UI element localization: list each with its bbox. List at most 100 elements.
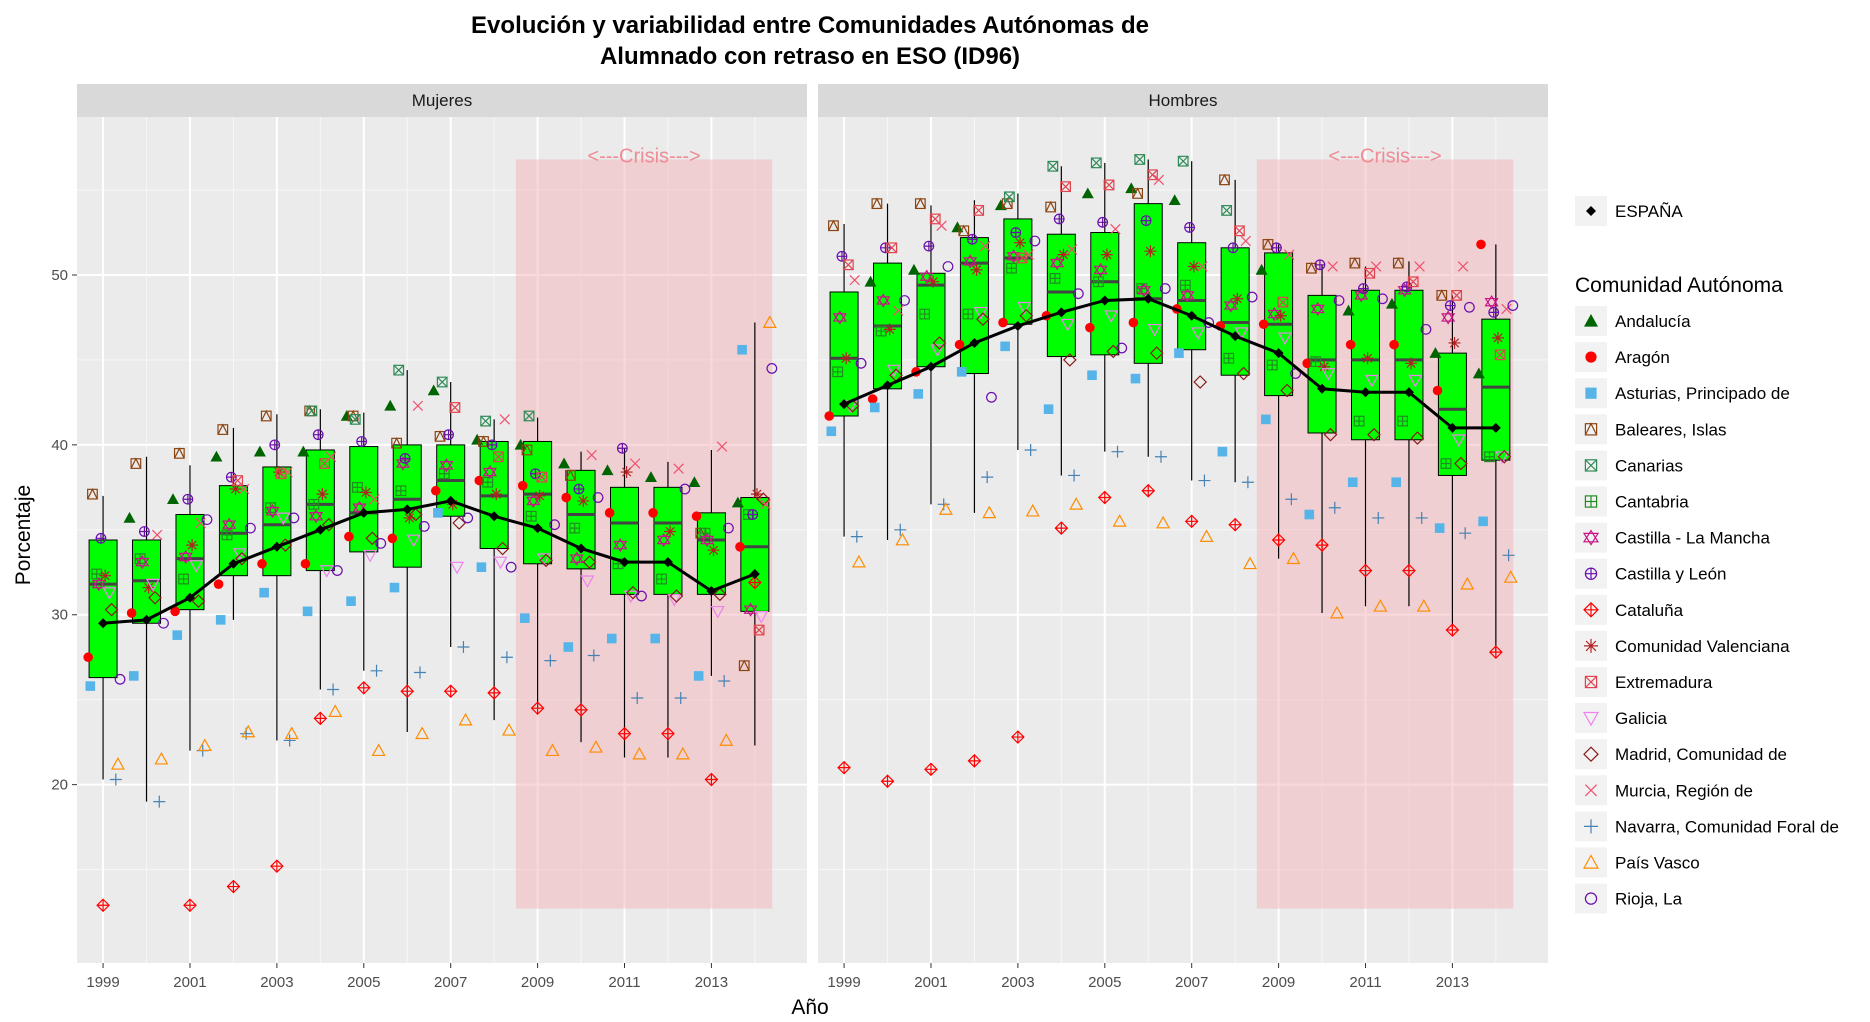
point-asturias-principado-de-2014: [737, 344, 747, 355]
point-asturias-principado-de-2009: [1261, 414, 1271, 425]
point-navarra-comunidad-foral-de-2006: [1154, 450, 1167, 463]
point-extremadura-2013: [1451, 289, 1463, 301]
point-comunidad-valenciana-2001: [186, 539, 199, 552]
point-pa-s-vasco-2000: [154, 751, 169, 765]
point-castilla-la-mancha-2002: [222, 517, 237, 532]
point-andaluc-a-2005: [1081, 187, 1094, 199]
box-2004: [1046, 166, 1076, 476]
point-pa-s-vasco-2001: [197, 738, 212, 751]
point-murcia-regi-n-de-2012: [673, 463, 684, 474]
point-catalu-a-2007: [443, 684, 458, 699]
point-arag-n-1999: [83, 652, 93, 663]
point-castilla-y-le-n-2001: [182, 493, 194, 505]
legend-label: Aragón: [1615, 348, 1670, 367]
legend-item: Comunidad Valenciana: [1575, 630, 1790, 661]
point-asturias-principado-de-2011: [606, 633, 617, 644]
point-catalu-a-1999: [837, 760, 851, 775]
point-canarias-2009: [523, 410, 535, 422]
x-tick-label: 2003: [260, 974, 293, 991]
point-castilla-y-le-n-2014: [747, 509, 759, 520]
crisis-band: [1256, 159, 1514, 909]
spain-point-2013: [706, 585, 717, 596]
point-cantabria-1999: [832, 366, 844, 378]
point-catalu-a-2009: [530, 701, 545, 716]
point-murcia-regi-n-de-2000: [892, 305, 904, 316]
point-andaluc-a-2004: [297, 445, 310, 457]
point-asturias-principado-de-2000: [869, 402, 880, 413]
point-castilla-la-mancha-2004: [309, 509, 324, 524]
point-castilla-y-le-n-2005: [356, 436, 368, 447]
point-murcia-regi-n-de-2006: [1153, 174, 1165, 186]
point-rioja-la-2014: [1507, 300, 1519, 311]
spain-point-2009: [532, 523, 543, 534]
point-comunidad-valenciana-2000: [883, 323, 896, 336]
spain-line: [843, 297, 1496, 430]
legend-item: Galicia: [1575, 703, 1668, 734]
point-castilla-y-le-n-2010: [573, 483, 585, 495]
spain-point-2000: [882, 380, 893, 391]
point-andaluc-a-2013: [688, 476, 701, 488]
spain-point-2002: [228, 558, 239, 569]
point-pa-s-vasco-1999: [851, 554, 866, 568]
point-rioja-la-2010: [1333, 295, 1345, 306]
spain-point-2004: [1056, 307, 1067, 318]
point-catalu-a-2011: [1358, 563, 1373, 578]
point-murcia-regi-n-de-2009: [1283, 249, 1295, 260]
point-castilla-la-mancha-2014: [1484, 295, 1499, 310]
point-arag-n-2013: [691, 511, 702, 522]
point-castilla-y-le-n-2011: [1357, 283, 1369, 294]
legend-item: Castilla y León: [1575, 558, 1727, 589]
box-2013: [696, 449, 726, 676]
point-murcia-regi-n-de-2000: [151, 529, 163, 541]
y-tick-label: 30: [51, 607, 68, 624]
point-pa-s-vasco-2003: [1025, 503, 1040, 517]
point-castilla-la-mancha-2011: [1354, 288, 1369, 303]
point-cantabria-2008: [1223, 352, 1235, 364]
point-extremadura-1999: [842, 259, 854, 271]
point-castilla-y-le-n-2007: [443, 429, 454, 441]
point-cantabria-2002: [221, 529, 233, 541]
point-baleares-islas-2012: [1392, 256, 1404, 269]
point-cantabria-2010: [1310, 356, 1322, 368]
point-arag-n-2001: [170, 606, 180, 617]
point-pa-s-vasco-2008: [501, 723, 517, 736]
point-navarra-comunidad-foral-de-2010: [1328, 501, 1341, 514]
point-asturias-principado-de-2002: [215, 615, 226, 625]
legend-key: [1584, 675, 1598, 689]
point-andaluc-a-2009: [514, 438, 527, 450]
point-comunidad-valenciana-2000: [142, 581, 155, 594]
point-navarra-comunidad-foral-de-2013: [1459, 527, 1472, 540]
point-galicia-2009: [1277, 332, 1292, 346]
legend-key: [1584, 495, 1598, 508]
legend-label: Andalucía: [1615, 312, 1691, 331]
point-galicia-2008: [1234, 327, 1249, 340]
point-rioja-la-2005: [1116, 342, 1128, 354]
spain-point-2012: [1403, 387, 1414, 398]
point-comunidad-valenciana-2011: [1361, 352, 1374, 365]
point-asturias-principado-de-1999: [85, 681, 96, 691]
point-comunidad-valenciana-2009: [1274, 309, 1287, 322]
legend-item: Baleares, Islas: [1575, 414, 1727, 445]
point-rioja-la-2006: [1159, 283, 1171, 294]
point-pa-s-vasco-2001: [938, 502, 953, 515]
spain-point-2013: [1447, 422, 1458, 433]
point-navarra-comunidad-foral-de-2004: [327, 683, 340, 696]
point-baleares-islas-2002: [217, 423, 229, 435]
point-catalu-a-2006: [400, 684, 415, 699]
point-catalu-a-2006: [1141, 483, 1156, 498]
point-catalu-a-2003: [270, 859, 284, 874]
spain-point-2010: [1317, 383, 1328, 394]
point-catalu-a-2002: [226, 879, 241, 894]
point-canarias-2003: [1003, 191, 1015, 203]
point-castilla-la-mancha-2014: [743, 602, 758, 617]
point-madrid-comunidad-de-2012: [669, 589, 684, 603]
point-cantabria-2005: [352, 481, 363, 493]
point-navarra-comunidad-foral-de-1999: [109, 773, 122, 786]
point-pa-s-vasco-2000: [895, 532, 910, 546]
point-catalu-a-2002: [967, 753, 982, 768]
point-arag-n-2011: [604, 508, 615, 518]
point-madrid-comunidad-de-2007: [452, 516, 467, 530]
point-cantabria-2009: [525, 510, 537, 522]
point-extremadura-2014: [753, 624, 765, 636]
point-cantabria-2005: [1093, 276, 1104, 288]
